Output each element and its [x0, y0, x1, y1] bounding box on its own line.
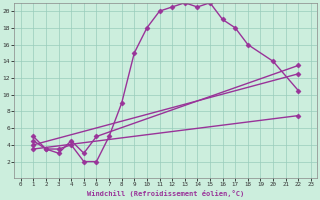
X-axis label: Windchill (Refroidissement éolien,°C): Windchill (Refroidissement éolien,°C) — [87, 190, 244, 197]
